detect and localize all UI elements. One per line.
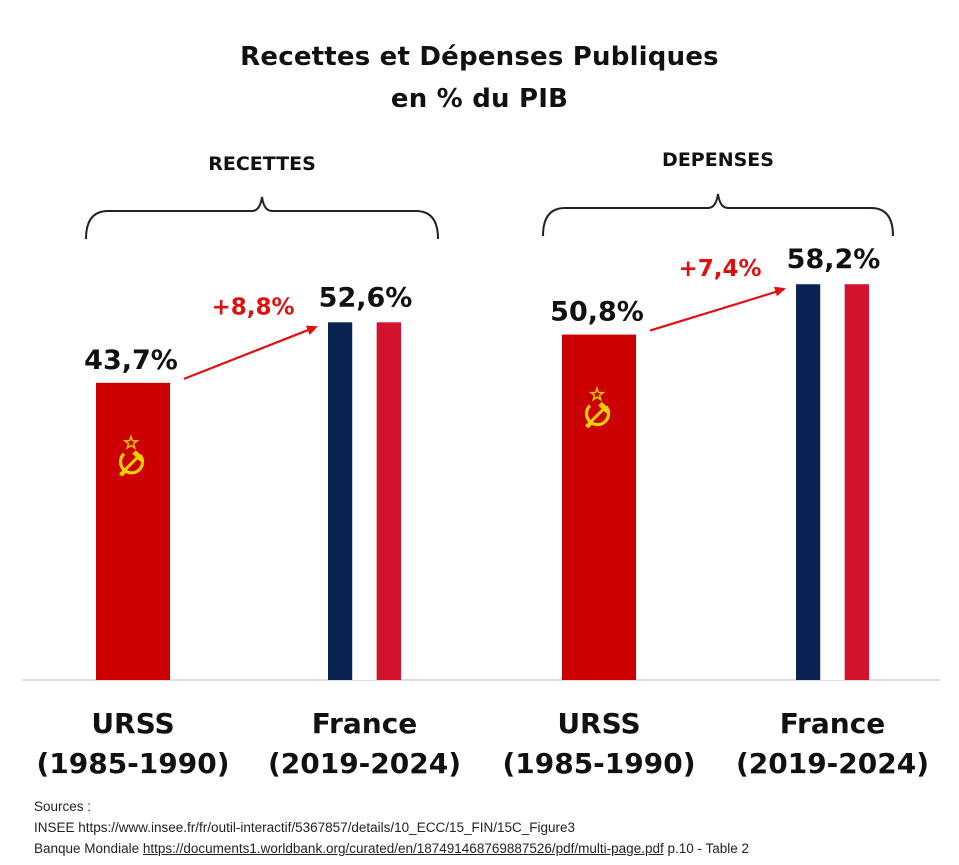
- change-arrowhead-depenses: [774, 286, 786, 297]
- chart-title-line2: en % du PIB: [390, 84, 569, 114]
- source-insee: INSEE https://www.insee.fr/fr/outil-inte…: [34, 820, 576, 835]
- sources: Sources : INSEE https://www.insee.fr/fr/…: [34, 796, 749, 859]
- value-label-recettes-france: 52,6%: [319, 282, 413, 313]
- change-arrow-recettes: [183, 328, 311, 380]
- value-label-depenses-france: 58,2%: [787, 244, 881, 275]
- bar-depenses-france: [796, 284, 869, 680]
- bar-chart: RECETTES 43,7% URSS (1985-1990) 52,6% France (…: [22, 149, 940, 780]
- bar-depenses-urss: [562, 334, 636, 680]
- change-arrow-depenses: [649, 290, 779, 332]
- value-label-recettes-urss: 43,7%: [84, 345, 178, 376]
- period-label-recettes-urss: (1985-1990): [36, 747, 229, 780]
- group-label-recettes: RECETTES: [208, 153, 316, 175]
- source-worldbank-label: Banque Mondiale: [34, 841, 143, 856]
- category-label-depenses-france: France: [780, 707, 886, 740]
- sickle-icon: [118, 452, 145, 475]
- period-label-depenses-france: (2019-2024): [736, 747, 929, 780]
- group-brace-recettes: [85, 196, 439, 240]
- category-label-recettes-france: France: [312, 707, 418, 740]
- change-label-recettes: +8,8%: [211, 294, 294, 320]
- bar-recettes-france: [328, 322, 401, 680]
- hammer-sickle-icon: [584, 385, 611, 429]
- bar-stripe-blue: [796, 284, 821, 680]
- bar-stripe-red: [376, 322, 401, 680]
- hammer-head-icon: [132, 450, 144, 462]
- hammer-handle-icon: [119, 454, 141, 477]
- hammer-handle-icon: [585, 406, 607, 429]
- category-label-depenses-urss: URSS: [557, 707, 640, 740]
- hammer-sickle-icon: [118, 434, 145, 477]
- chart-title-line1: Recettes et Dépenses Publiques: [240, 42, 719, 72]
- bar-stripe-blue: [328, 322, 353, 680]
- value-label-depenses-urss: 50,8%: [550, 297, 644, 328]
- category-label-recettes-urss: URSS: [91, 707, 174, 740]
- period-label-recettes-france: (2019-2024): [268, 747, 461, 780]
- star-icon: [588, 385, 606, 402]
- group-brace-depenses: [542, 193, 894, 237]
- period-label-depenses-urss: (1985-1990): [502, 747, 695, 780]
- sickle-icon: [584, 404, 611, 427]
- change-label-depenses: +7,4%: [678, 256, 761, 282]
- bar-stripe-red: [844, 284, 869, 680]
- bar-stripe-white: [352, 322, 377, 680]
- source-worldbank: Banque Mondiale https://documents1.world…: [34, 838, 749, 859]
- bar-stripe-white: [820, 284, 845, 680]
- sources-heading: Sources :: [34, 799, 92, 814]
- hammer-head-icon: [598, 401, 610, 414]
- bar-recettes-urss: [96, 382, 170, 680]
- group-label-depenses: DEPENSES: [662, 149, 774, 171]
- change-arrowhead-recettes: [305, 325, 318, 335]
- star-icon: [122, 434, 140, 450]
- source-worldbank-link[interactable]: https://documents1.worldbank.org/curated…: [142, 841, 664, 856]
- source-worldbank-suffix: p.10 - Table 2: [663, 841, 750, 856]
